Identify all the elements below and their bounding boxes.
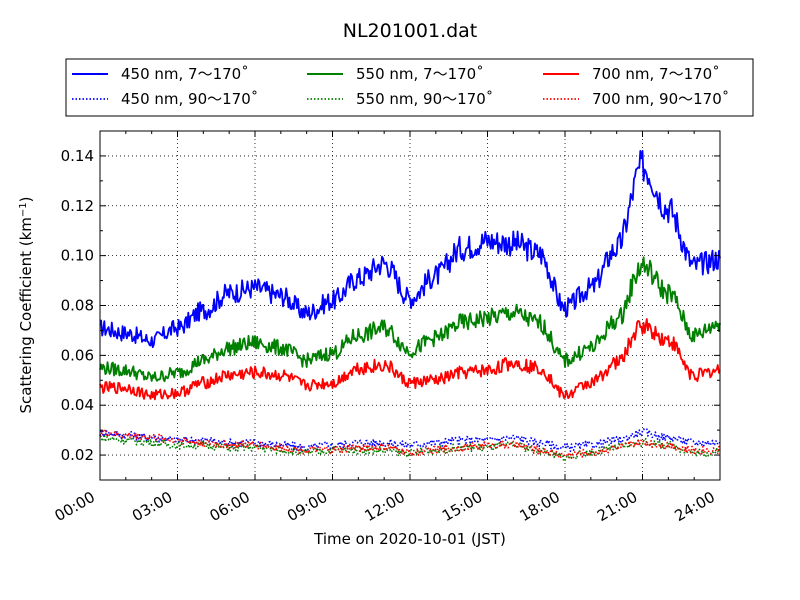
legend-label: 450 nm, 7～170˚	[121, 65, 249, 83]
x-tick-label: 21:00	[594, 488, 640, 525]
y-tick-label: 0.12	[61, 197, 94, 215]
chart-title: NL201001.dat	[343, 20, 478, 42]
series-line-2	[99, 256, 721, 383]
legend-box	[65, 58, 754, 117]
x-tick-label: 06:00	[207, 488, 253, 525]
series-line-4	[99, 318, 721, 401]
y-tick-label: 0.14	[61, 147, 94, 165]
legend-label: 450 nm, 90～170˚	[121, 90, 258, 108]
legend-label: 700 nm, 7～170˚	[592, 65, 720, 83]
y-tick-label: 0.08	[61, 297, 94, 315]
series-line-1	[99, 428, 721, 453]
x-axis-label: Time on 2020-10-01 (JST)	[313, 530, 506, 548]
x-tick-label: 15:00	[439, 488, 485, 525]
y-tick-label: 0.04	[61, 396, 94, 414]
x-tick-label: 24:00	[672, 488, 718, 525]
legend-label: 550 nm, 90～170˚	[356, 90, 493, 108]
legend: 450 nm, 7～170˚ 450 nm, 90～170˚ 550 nm, 7～1…	[65, 58, 754, 117]
y-tick-label: 0.10	[61, 247, 94, 265]
x-tick-label: 12:00	[362, 488, 408, 525]
x-tick-label: 09:00	[284, 488, 330, 525]
legend-label: 700 nm, 90～170˚	[592, 90, 729, 108]
x-tick-labels: 00:00 03:00 06:00 09:00 12:00 15:00 18:00 21:00…	[52, 488, 718, 525]
y-axis-label-close: )	[17, 196, 35, 202]
series-line-5	[99, 428, 721, 460]
series-layer	[99, 149, 721, 463]
x-tick-label: 00:00	[52, 488, 98, 525]
y-axis-label-main: Scattering Coefficient (km	[17, 217, 35, 413]
y-tick-labels: 0.02 0.04 0.06 0.08 0.10 0.12 0.14	[61, 147, 94, 464]
y-axis-label-exponent: −1	[18, 202, 29, 217]
series-line-0	[99, 149, 721, 349]
axis-ticks	[99, 130, 721, 481]
y-tick-label: 0.06	[61, 346, 94, 364]
x-tick-label: 03:00	[129, 488, 175, 525]
y-tick-label: 0.02	[61, 446, 94, 464]
x-tick-label: 18:00	[517, 488, 563, 525]
y-axis-label: Scattering Coefficient (km−1)	[17, 196, 35, 413]
legend-label: 550 nm, 7～170˚	[356, 65, 484, 83]
